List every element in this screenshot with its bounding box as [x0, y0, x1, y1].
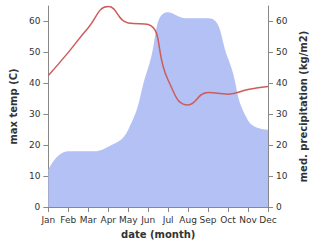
- svg-text:Sep: Sep: [200, 215, 217, 225]
- svg-text:50: 50: [276, 47, 288, 57]
- svg-text:Aug: Aug: [179, 215, 197, 225]
- svg-text:40: 40: [29, 78, 41, 88]
- svg-text:30: 30: [29, 109, 41, 119]
- svg-text:Jul: Jul: [162, 215, 174, 225]
- svg-text:10: 10: [276, 171, 288, 181]
- svg-text:Feb: Feb: [60, 215, 76, 225]
- svg-text:Mar: Mar: [80, 215, 97, 225]
- svg-text:40: 40: [276, 78, 288, 88]
- svg-text:30: 30: [276, 109, 288, 119]
- svg-text:10: 10: [29, 171, 41, 181]
- svg-text:20: 20: [276, 140, 288, 150]
- svg-text:med. precipitation (kg/m2): med. precipitation (kg/m2): [298, 31, 309, 183]
- svg-text:50: 50: [29, 47, 41, 57]
- svg-text:Nov: Nov: [239, 215, 257, 225]
- svg-text:Oct: Oct: [220, 215, 236, 225]
- svg-text:0: 0: [276, 202, 282, 212]
- svg-text:20: 20: [29, 140, 41, 150]
- svg-text:Dec: Dec: [259, 215, 276, 225]
- svg-text:Jan: Jan: [40, 215, 55, 225]
- svg-text:May: May: [119, 215, 138, 225]
- svg-text:60: 60: [276, 16, 288, 26]
- svg-text:Apr: Apr: [100, 215, 116, 225]
- svg-text:Jun: Jun: [140, 215, 155, 225]
- svg-text:date (month): date (month): [121, 229, 195, 240]
- svg-text:60: 60: [29, 16, 41, 26]
- svg-text:max temp (C): max temp (C): [8, 68, 19, 144]
- svg-text:0: 0: [35, 202, 41, 212]
